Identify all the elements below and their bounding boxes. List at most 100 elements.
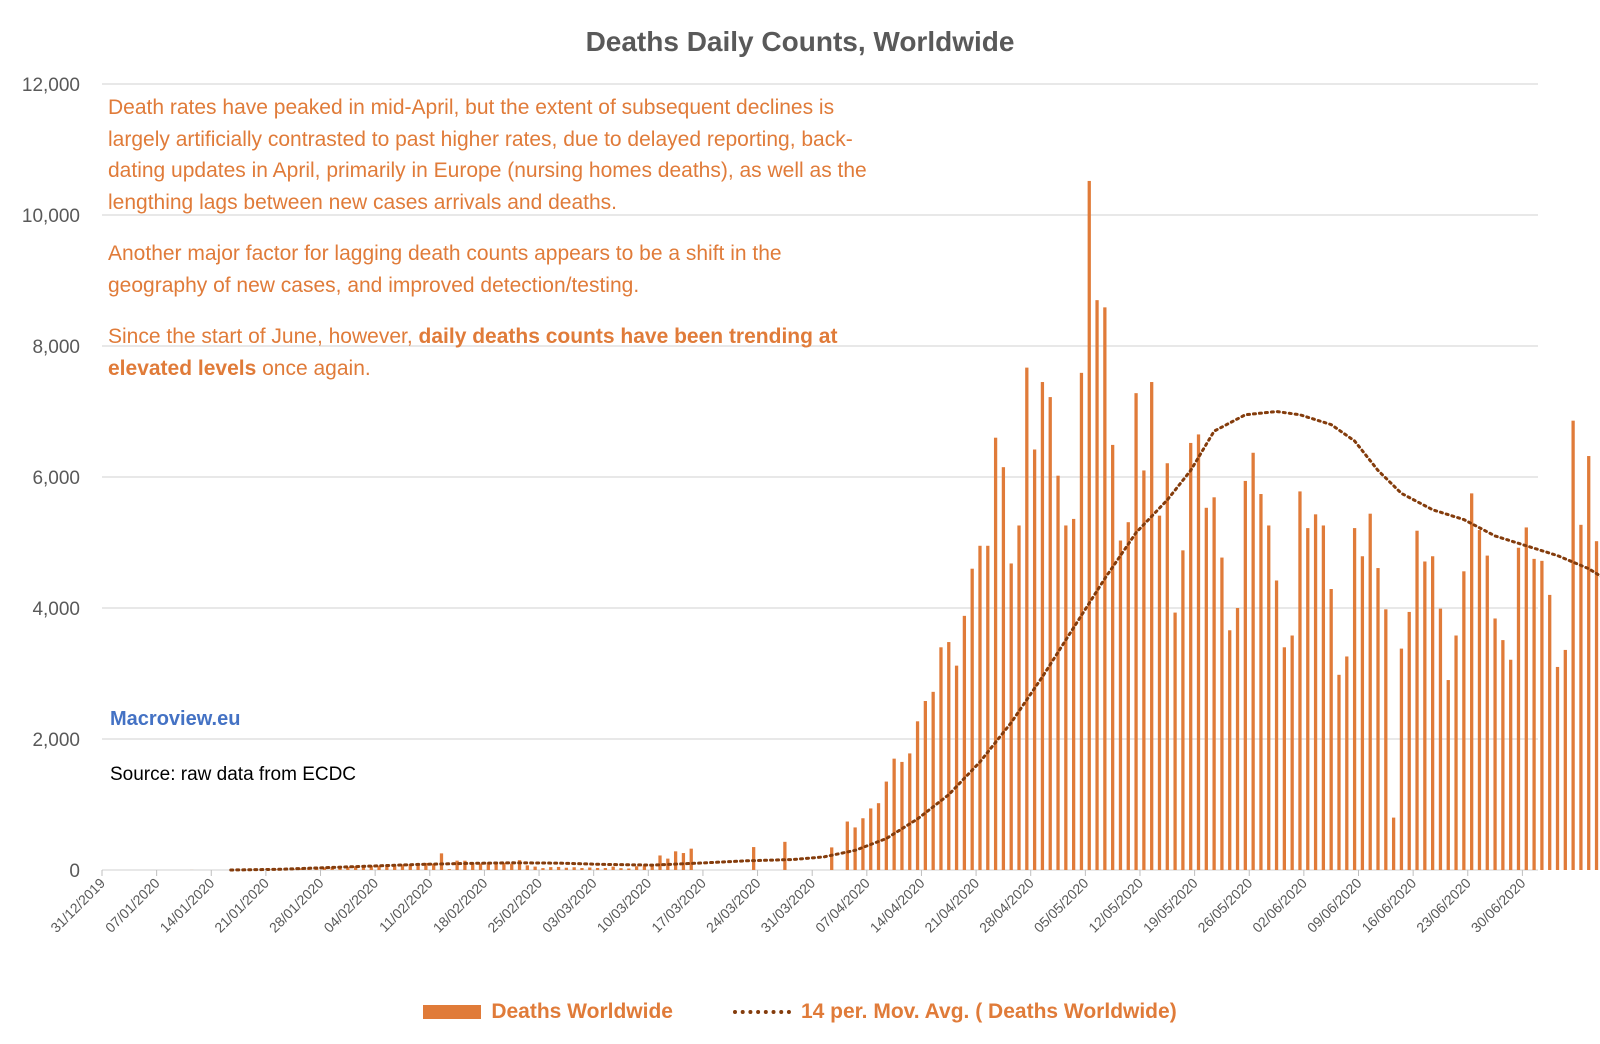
x-tick-label: 25/02/2020 xyxy=(484,875,545,936)
bar xyxy=(510,863,514,870)
bar xyxy=(1259,494,1263,870)
y-axis-ticks: 0 2,000 4,000 6,000 8,000 10,000 12,000 xyxy=(22,75,80,882)
bar xyxy=(1056,475,1060,870)
y-tick-label: 6,000 xyxy=(32,468,80,489)
x-tick-label: 14/04/2020 xyxy=(867,875,928,936)
bar xyxy=(619,868,623,870)
annotation-paragraph-3: Since the start of June, however, daily … xyxy=(108,321,868,384)
bar xyxy=(1587,456,1591,870)
bar xyxy=(494,862,498,870)
legend-label-bars: Deaths Worldwide xyxy=(491,1000,673,1023)
x-tick-label: 07/01/2020 xyxy=(102,875,163,936)
bar xyxy=(986,545,990,870)
bar xyxy=(1228,630,1232,870)
bar xyxy=(393,865,397,870)
bar xyxy=(1360,556,1365,870)
legend-item-bars: Deaths Worldwide xyxy=(423,1000,673,1024)
legend-line-swatch xyxy=(732,1010,791,1014)
x-axis-ticks: 31/12/201907/01/202014/01/202021/01/2020… xyxy=(47,870,1529,936)
x-tick-label: 10/03/2020 xyxy=(594,875,655,936)
legend-label-moving-average: 14 per. Mov. Avg. ( Deaths Worldwide) xyxy=(800,1000,1177,1023)
bar xyxy=(939,647,943,870)
bar xyxy=(471,863,475,870)
bar xyxy=(463,860,467,870)
x-tick-label: 14/01/2020 xyxy=(157,875,218,936)
bar xyxy=(1204,507,1208,870)
bar xyxy=(486,862,490,870)
bar xyxy=(650,865,654,870)
x-tick-label: 04/02/2020 xyxy=(320,875,381,936)
x-tick-label: 24/03/2020 xyxy=(703,875,764,936)
x-tick-label: 16/06/2020 xyxy=(1358,875,1419,936)
bar xyxy=(1220,557,1224,870)
bar xyxy=(424,862,428,870)
bar xyxy=(322,867,327,870)
bar xyxy=(892,758,896,870)
bar xyxy=(1470,493,1474,870)
moving-average-line xyxy=(229,409,1600,872)
bar xyxy=(1399,648,1404,870)
bar xyxy=(869,808,873,870)
bar xyxy=(1462,571,1466,870)
bar xyxy=(611,866,615,870)
x-tick-label: 09/06/2020 xyxy=(1304,875,1365,936)
bar xyxy=(1493,618,1497,870)
bar xyxy=(1329,589,1333,870)
bar xyxy=(361,865,366,870)
bar xyxy=(1368,513,1372,870)
bar xyxy=(689,848,693,870)
x-tick-label: 18/02/2020 xyxy=(430,875,491,936)
bar xyxy=(1103,307,1107,871)
bar xyxy=(1563,649,1567,870)
x-tick-label: 28/04/2020 xyxy=(976,875,1037,936)
x-tick-label: 03/03/2020 xyxy=(539,875,600,936)
bar xyxy=(1282,647,1286,870)
bar xyxy=(1025,367,1029,870)
bar xyxy=(1251,452,1255,870)
bar xyxy=(1048,397,1052,870)
bar xyxy=(1579,524,1583,870)
bar xyxy=(346,867,350,870)
bar xyxy=(853,827,857,870)
bar xyxy=(1017,525,1021,870)
bar xyxy=(1040,382,1045,870)
x-tick-label: 31/03/2020 xyxy=(757,875,818,936)
bar xyxy=(1337,674,1341,870)
annotation-p3-suffix: once again. xyxy=(256,356,371,380)
bar xyxy=(673,851,678,870)
bar xyxy=(354,866,358,870)
bar xyxy=(564,867,568,870)
bar xyxy=(783,841,787,870)
x-tick-label: 17/03/2020 xyxy=(648,875,709,936)
bar xyxy=(1376,568,1380,870)
bar xyxy=(1415,530,1419,870)
bar xyxy=(377,865,381,870)
brand-label: Macroview.eu xyxy=(110,708,241,730)
bar xyxy=(1095,300,1099,870)
bar xyxy=(1352,528,1357,870)
y-tick-label: 8,000 xyxy=(32,337,80,358)
x-tick-label: 12/05/2020 xyxy=(1085,875,1146,936)
x-tick-label: 26/05/2020 xyxy=(1194,875,1255,936)
bar xyxy=(1001,467,1006,870)
bar xyxy=(1212,497,1216,870)
bar xyxy=(1477,530,1482,870)
bar xyxy=(549,867,553,870)
y-tick-label: 2,000 xyxy=(32,730,80,751)
bar xyxy=(1111,444,1115,870)
bar xyxy=(541,868,545,870)
bar xyxy=(416,863,420,870)
bar xyxy=(627,868,631,870)
x-tick-label: 21/01/2020 xyxy=(211,875,272,936)
bar xyxy=(1446,680,1450,870)
bar xyxy=(1431,556,1435,870)
bar xyxy=(1485,555,1489,870)
bar xyxy=(572,867,576,870)
bar xyxy=(556,866,561,870)
bar xyxy=(1571,420,1575,870)
bar xyxy=(1532,558,1536,870)
bar xyxy=(432,863,436,870)
bar xyxy=(1157,515,1162,870)
x-tick-label: 23/06/2020 xyxy=(1413,875,1474,936)
bar xyxy=(1196,434,1201,870)
